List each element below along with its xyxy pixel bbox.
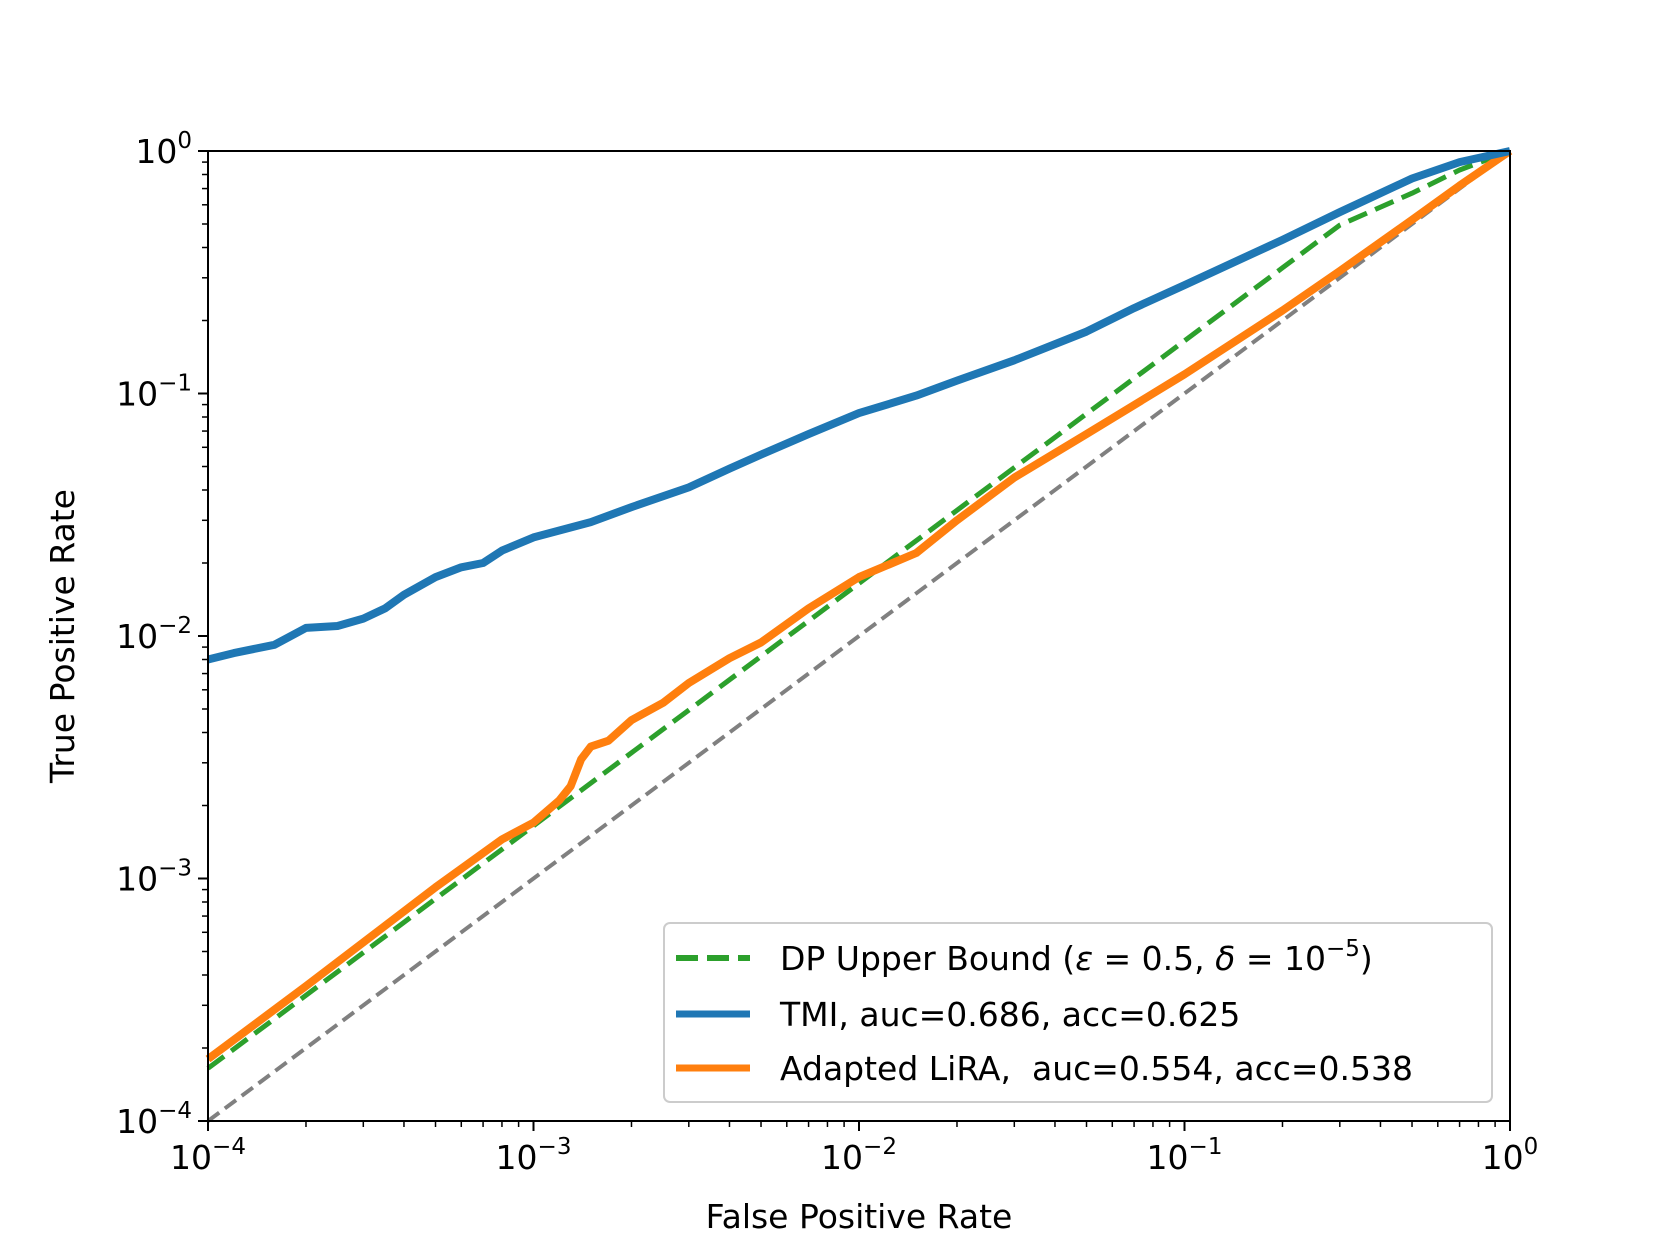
y-tick-label: 10−2 — [116, 613, 192, 656]
series-layer — [205, 147, 1513, 1123]
legend: DP Upper Bound (ε = 0.5, δ = 10−5) TMI, … — [663, 922, 1493, 1103]
series-line-dp-upper-bound — [206, 148, 1511, 1071]
y-tick-label: 10−1 — [116, 371, 192, 414]
y-tick-label: 10−3 — [116, 856, 192, 899]
series-line-random-diagonal — [206, 149, 1512, 1123]
legend-label-dp-upper-bound: DP Upper Bound (ε = 0.5, δ = 10−5) — [780, 936, 1373, 978]
legend-label-tmi: TMI, auc=0.686, acc=0.625 — [779, 995, 1240, 1034]
series-line-tmi — [207, 147, 1511, 664]
legend-label-adapted-lira: Adapted LiRA, auc=0.554, acc=0.538 — [780, 1049, 1413, 1088]
y-tick-label: 100 — [135, 128, 192, 171]
x-tick-label: 10−1 — [1147, 1134, 1223, 1177]
legend-frame — [663, 922, 1493, 1103]
x-tick-label: 10−4 — [170, 1134, 246, 1177]
tick-layer: 10−410−4 10−3 10−3 10−2 10−2 10−1 10−1 100 100 — [116, 128, 1538, 1177]
x-tick-label: 100 — [1482, 1134, 1539, 1177]
series-line-adapted-lira — [205, 147, 1513, 1063]
x-tick-label: 10−3 — [496, 1134, 572, 1177]
y-axis-label: True Positive Rate — [43, 489, 82, 784]
y-tick-label: 10−4 — [116, 1098, 192, 1141]
x-axis-label: False Positive Rate — [706, 1197, 1013, 1236]
x-tick-label: 10−2 — [821, 1134, 897, 1177]
